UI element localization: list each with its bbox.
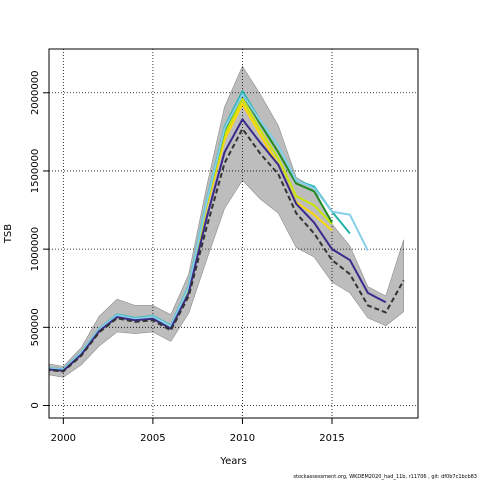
x-axis-label: Years: [219, 456, 246, 467]
y-axis-ticks: 0 500000 1000000 1500000 2000000: [30, 71, 49, 409]
series-line-5: [49, 93, 369, 371]
y-tick-label: 0: [30, 402, 41, 408]
x-tick-label: 2015: [319, 433, 344, 444]
x-tick-label: 2000: [51, 433, 76, 444]
x-tick-label: 2005: [140, 433, 165, 444]
y-tick-label: 500000: [30, 308, 41, 346]
y-tick-label: 1000000: [30, 227, 41, 272]
y-tick-label: 1500000: [30, 149, 41, 194]
y-tick-label: 2000000: [30, 71, 41, 116]
series-layer: [49, 90, 405, 373]
y-axis-label: TSB: [3, 224, 14, 244]
x-tick-label: 2010: [230, 433, 255, 444]
plot-frame: [48, 48, 419, 419]
x-axis-ticks: 2000 2005 2010 2015: [51, 418, 345, 444]
footer-credit: stockassessment.org, WKDEM2020_had_11b, …: [293, 474, 477, 480]
